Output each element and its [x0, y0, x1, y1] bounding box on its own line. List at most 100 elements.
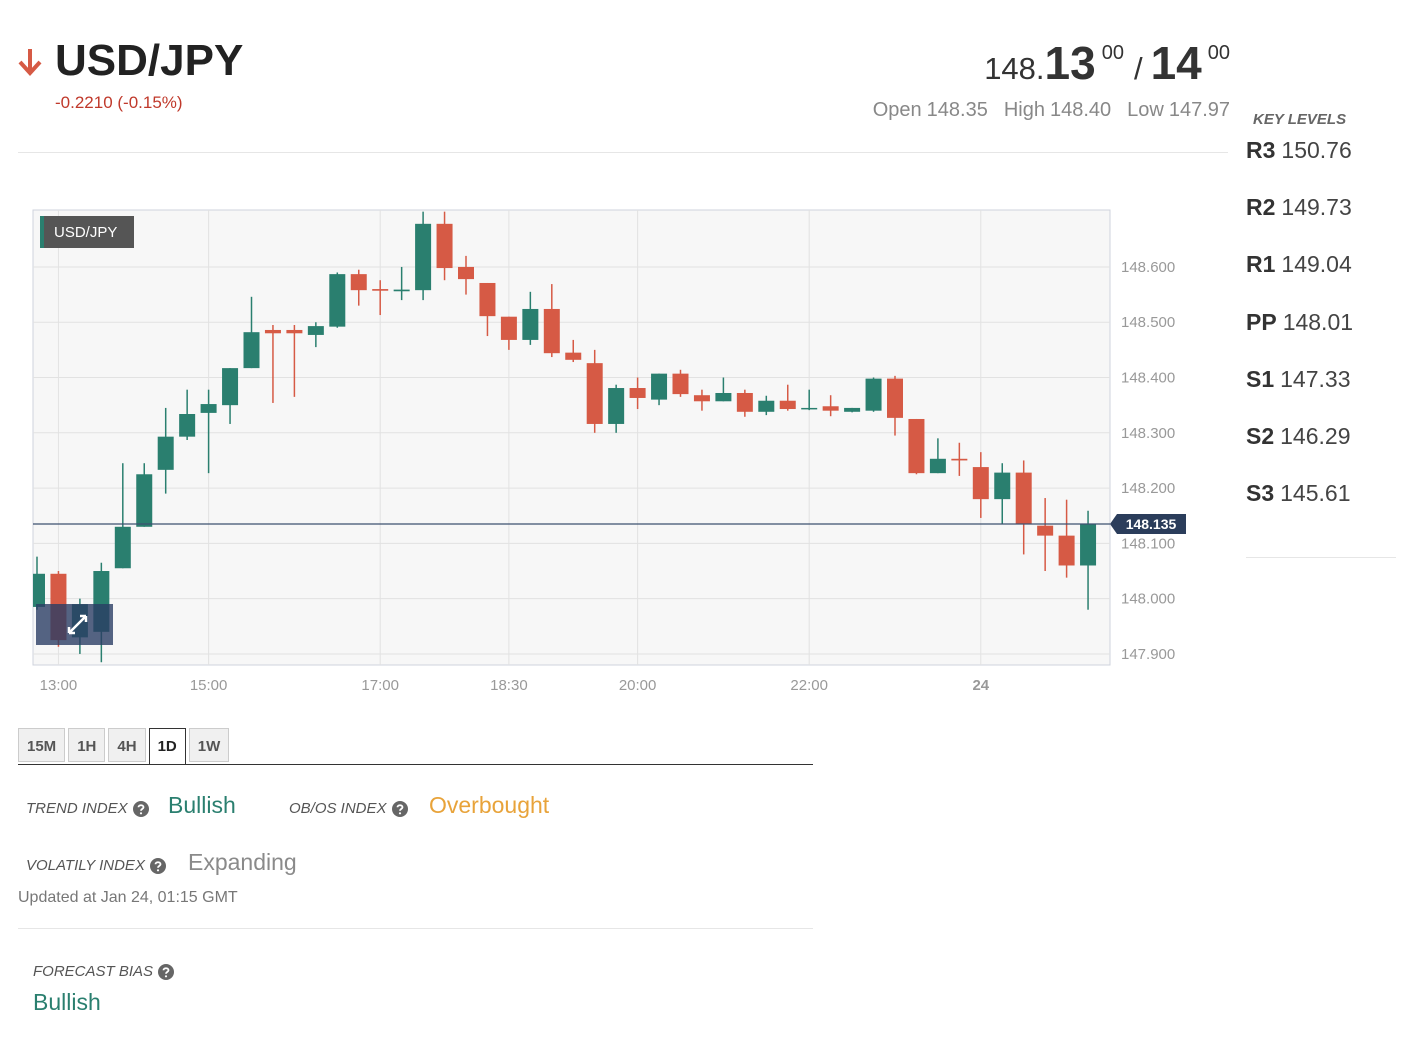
key-level-value: 149.04 — [1281, 251, 1352, 278]
candle-body — [522, 308, 539, 340]
quote: 148. 13 00 / 14 00 — [984, 36, 1230, 90]
key-level-label: S3 — [1246, 480, 1275, 507]
candle-body — [200, 404, 217, 413]
expand-icon — [67, 614, 88, 635]
x-tick-label: 24 — [972, 677, 989, 694]
plot-area — [32, 209, 1111, 666]
index-label-text: VOLATILY INDEX — [26, 857, 145, 874]
candle-body — [222, 368, 239, 406]
candle-body — [715, 392, 732, 402]
candle-body — [543, 308, 560, 354]
candle-body — [951, 458, 968, 461]
candle-body — [779, 400, 796, 410]
candle-body — [908, 418, 925, 474]
candle-body — [458, 266, 474, 280]
bid-int: 148. — [984, 51, 1045, 86]
timeframe-tab[interactable]: 15M — [18, 728, 66, 762]
help-icon[interactable] — [158, 963, 175, 980]
candle-body — [629, 388, 646, 398]
candle-body — [114, 526, 131, 569]
x-tick-label: 22:00 — [790, 677, 828, 694]
divider — [18, 152, 1228, 153]
index-label: TREND INDEX — [26, 800, 149, 817]
key-level-value: 148.01 — [1282, 308, 1354, 335]
candle-body — [243, 332, 260, 369]
x-tick-label: 15:00 — [190, 677, 228, 694]
candle-body — [372, 289, 389, 291]
symbol: USD/JPY — [55, 36, 244, 85]
candle-body — [844, 407, 861, 412]
candle-body — [179, 414, 196, 437]
price-change: -0.2210 (-0.15%) — [55, 93, 183, 112]
timeframe-tab[interactable]: 1H — [68, 728, 106, 762]
candle-body — [801, 407, 818, 410]
timeframe-tabs: 15M 1H 4H 1D 1W — [18, 728, 232, 765]
x-tick-label: 18:30 — [490, 677, 528, 694]
key-level: S2 146.29 — [1246, 423, 1351, 450]
help-icon[interactable] — [132, 800, 149, 817]
key-level-value: 147.33 — [1280, 365, 1351, 392]
y-tick-label: 148.400 — [1121, 370, 1175, 387]
candle-body — [693, 395, 710, 402]
ask-big: 14 — [1150, 37, 1202, 89]
timeframe-tab[interactable]: 4H — [108, 728, 146, 762]
candle-body — [415, 223, 432, 291]
key-level-label: R1 — [1246, 251, 1276, 278]
index-value: Expanding — [188, 849, 297, 875]
timeframe-tab[interactable]: 1W — [188, 728, 230, 762]
x-tick-label: 20:00 — [619, 677, 657, 694]
y-tick-label: 147.900 — [1121, 646, 1175, 663]
candle-body — [608, 388, 625, 424]
expand-button[interactable] — [36, 604, 113, 645]
key-level-label: R2 — [1246, 194, 1276, 221]
candle-body — [672, 373, 689, 395]
candle-body — [264, 329, 281, 334]
y-tick-label: 148.500 — [1121, 314, 1175, 331]
divider — [18, 928, 813, 929]
help-icon[interactable] — [391, 800, 408, 817]
candle-body — [822, 406, 839, 411]
chart: 147.900 148.000 148.100 148.200 148.300 148.4… — [32, 209, 1186, 694]
key-level-label: R3 — [1246, 137, 1276, 163]
y-tick-label: 148.200 — [1121, 480, 1175, 497]
candle-body — [1037, 525, 1054, 536]
separator: / — [1133, 51, 1143, 86]
index-label-text: OB/OS INDEX — [289, 800, 387, 817]
expand-button-bg — [36, 604, 113, 645]
stat: High 148.40 — [1004, 99, 1111, 122]
stat-value: 148.35 — [926, 99, 988, 121]
y-tick-label: 148.600 — [1121, 259, 1175, 276]
candle-body — [758, 400, 775, 412]
legend-label: USD/JPY — [54, 224, 117, 241]
candle-body — [307, 326, 324, 335]
candle-body — [286, 329, 303, 334]
candle-body — [586, 363, 603, 424]
stat-label: Low — [1127, 99, 1164, 121]
stat-value: 148.40 — [1049, 99, 1112, 121]
last-price-tag — [1110, 514, 1186, 535]
candle-body — [651, 373, 668, 400]
candle-body — [1080, 524, 1097, 566]
key-level-value: 150.76 — [1281, 137, 1352, 163]
candle-body — [865, 378, 882, 411]
forecast-label: FORECAST BIAS — [33, 963, 175, 980]
key-level: S1 147.33 — [1246, 366, 1351, 393]
candles — [33, 211, 1097, 663]
stat-label: Open — [872, 99, 922, 121]
key-level: S3 145.61 — [1246, 480, 1351, 507]
x-tick-label: 13:00 — [40, 677, 78, 694]
stat-value: 147.97 — [1168, 99, 1230, 121]
help-icon[interactable] — [149, 857, 166, 874]
divider — [1246, 557, 1396, 558]
candle-body — [33, 573, 45, 607]
bid-pip: 00 — [1101, 42, 1124, 64]
candle-body — [972, 467, 989, 500]
timeframe-tab[interactable]: 1D — [148, 728, 186, 765]
candle-body — [393, 289, 410, 292]
stat: Low 147.97 — [1127, 99, 1230, 122]
candle-body — [929, 458, 946, 474]
candle-body — [329, 274, 346, 327]
last-price-label: 148.135 — [1126, 516, 1177, 532]
candle-body — [136, 474, 153, 527]
